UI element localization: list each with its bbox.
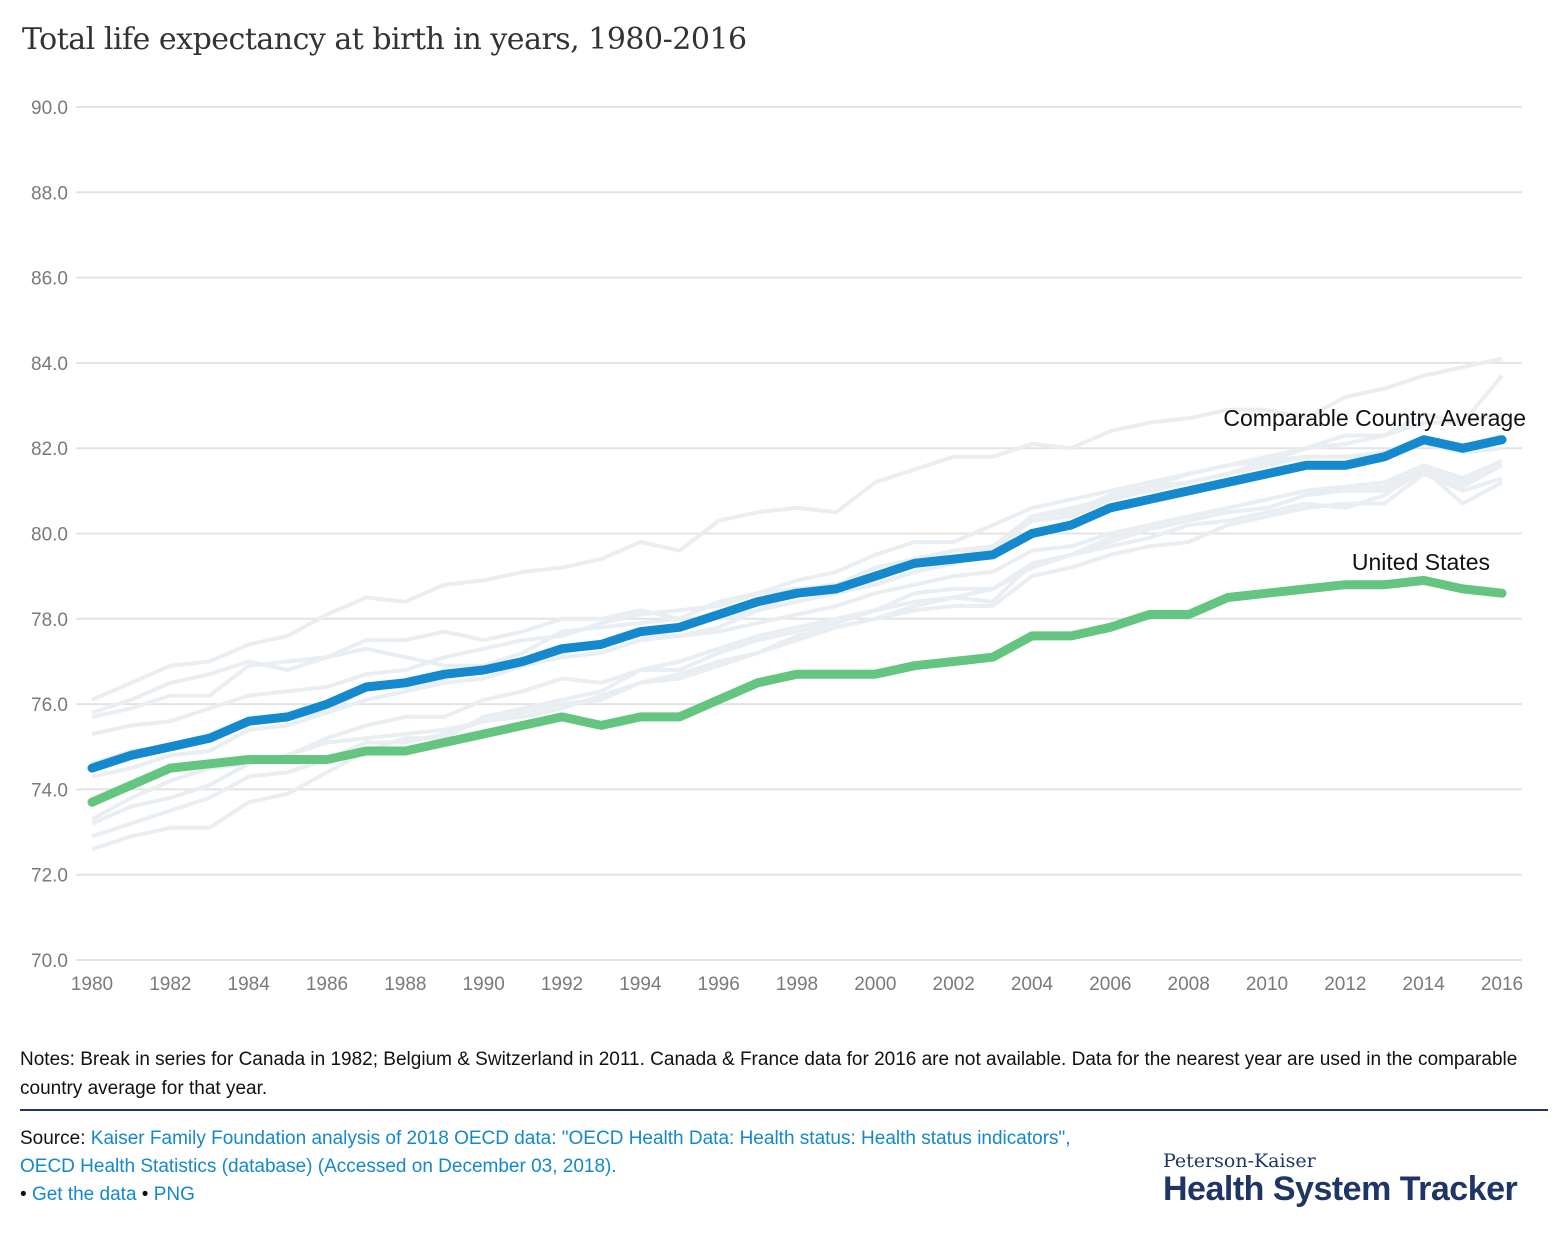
y-tick-label: 78.0 [31,610,68,631]
y-tick-label: 70.0 [31,951,68,972]
x-axis-ticks: 1980 1982 1984 1986 1988 1990 1992 1994 1996 1998… [71,974,1523,995]
x-tick-label: 1986 [306,974,348,995]
united-states-line [87,575,1507,807]
source-link[interactable]: Kaiser Family Foundation analysis of 201… [20,1128,1071,1177]
bullet: • [20,1184,27,1205]
background-country-line [91,433,1503,736]
y-tick-label: 80.0 [31,525,68,546]
brand-title: Health System Tracker [1163,1170,1518,1208]
chart-title: Total life expectancy at birth in years,… [22,22,747,57]
x-tick-label: 2006 [1089,974,1131,995]
y-tick-label: 82.0 [31,439,68,460]
source-block: Source: Kaiser Family Foundation analysi… [20,1125,1080,1209]
background-country-line [91,412,1503,719]
get-the-data-link[interactable]: Get the data [31,1184,137,1205]
label-comparable-country-average: Comparable Country Average [1223,405,1526,431]
x-tick-label: 2010 [1246,974,1288,995]
chart-notes: Notes: Break in series for Canada in 198… [20,1049,1518,1099]
background-country-line [91,459,1503,839]
x-tick-label: 2008 [1168,974,1210,995]
x-tick-label: 2014 [1403,974,1446,995]
gridlines [76,106,1522,961]
x-tick-label: 1988 [384,974,426,995]
y-tick-label: 88.0 [31,183,68,204]
x-tick-label: 2004 [1011,974,1054,995]
comparable-country-average-line [87,435,1507,773]
x-tick-label: 1980 [71,974,113,995]
background-country-line [91,467,1503,852]
x-tick-label: 2002 [933,974,975,995]
label-united-states: United States [1352,549,1490,575]
y-tick-label: 72.0 [31,866,68,887]
background-country-lines [91,356,1504,852]
x-tick-label: 2012 [1324,974,1366,995]
y-tick-label: 86.0 [31,269,68,290]
png-link[interactable]: PNG [153,1184,195,1205]
x-tick-label: 2000 [854,974,896,995]
source-label: Source: [20,1128,91,1149]
y-tick-label: 84.0 [31,354,68,375]
y-tick-label: 76.0 [31,695,68,716]
background-country-line [91,463,1503,822]
y-tick-label: 90.0 [31,98,68,119]
x-tick-label: 1990 [463,974,505,995]
x-tick-label: 1996 [698,974,740,995]
x-tick-label: 1982 [149,974,191,995]
divider [20,1109,1548,1111]
brand-logo[interactable]: Peterson-Kaiser Health System Tracker [1163,1150,1518,1209]
x-tick-label: 2016 [1481,974,1523,995]
x-tick-label: 1984 [228,974,271,995]
brand-subtitle: Peterson-Kaiser [1163,1150,1316,1172]
y-tick-label: 74.0 [31,780,68,801]
line-chart: 70.0 72.0 74.0 76.0 78.0 80.0 82.0 84.0 86.0 88.0… [31,98,1526,995]
background-country-line [91,471,1503,826]
y-axis-ticks: 70.0 72.0 74.0 76.0 78.0 80.0 82.0 84.0 86.0 88.0… [31,98,68,972]
x-tick-label: 1998 [776,974,818,995]
x-tick-label: 1994 [619,974,662,995]
background-country-line [91,356,1503,702]
bullet: • [141,1184,149,1205]
x-tick-label: 1992 [541,974,583,995]
highlight-lines [87,435,1507,807]
